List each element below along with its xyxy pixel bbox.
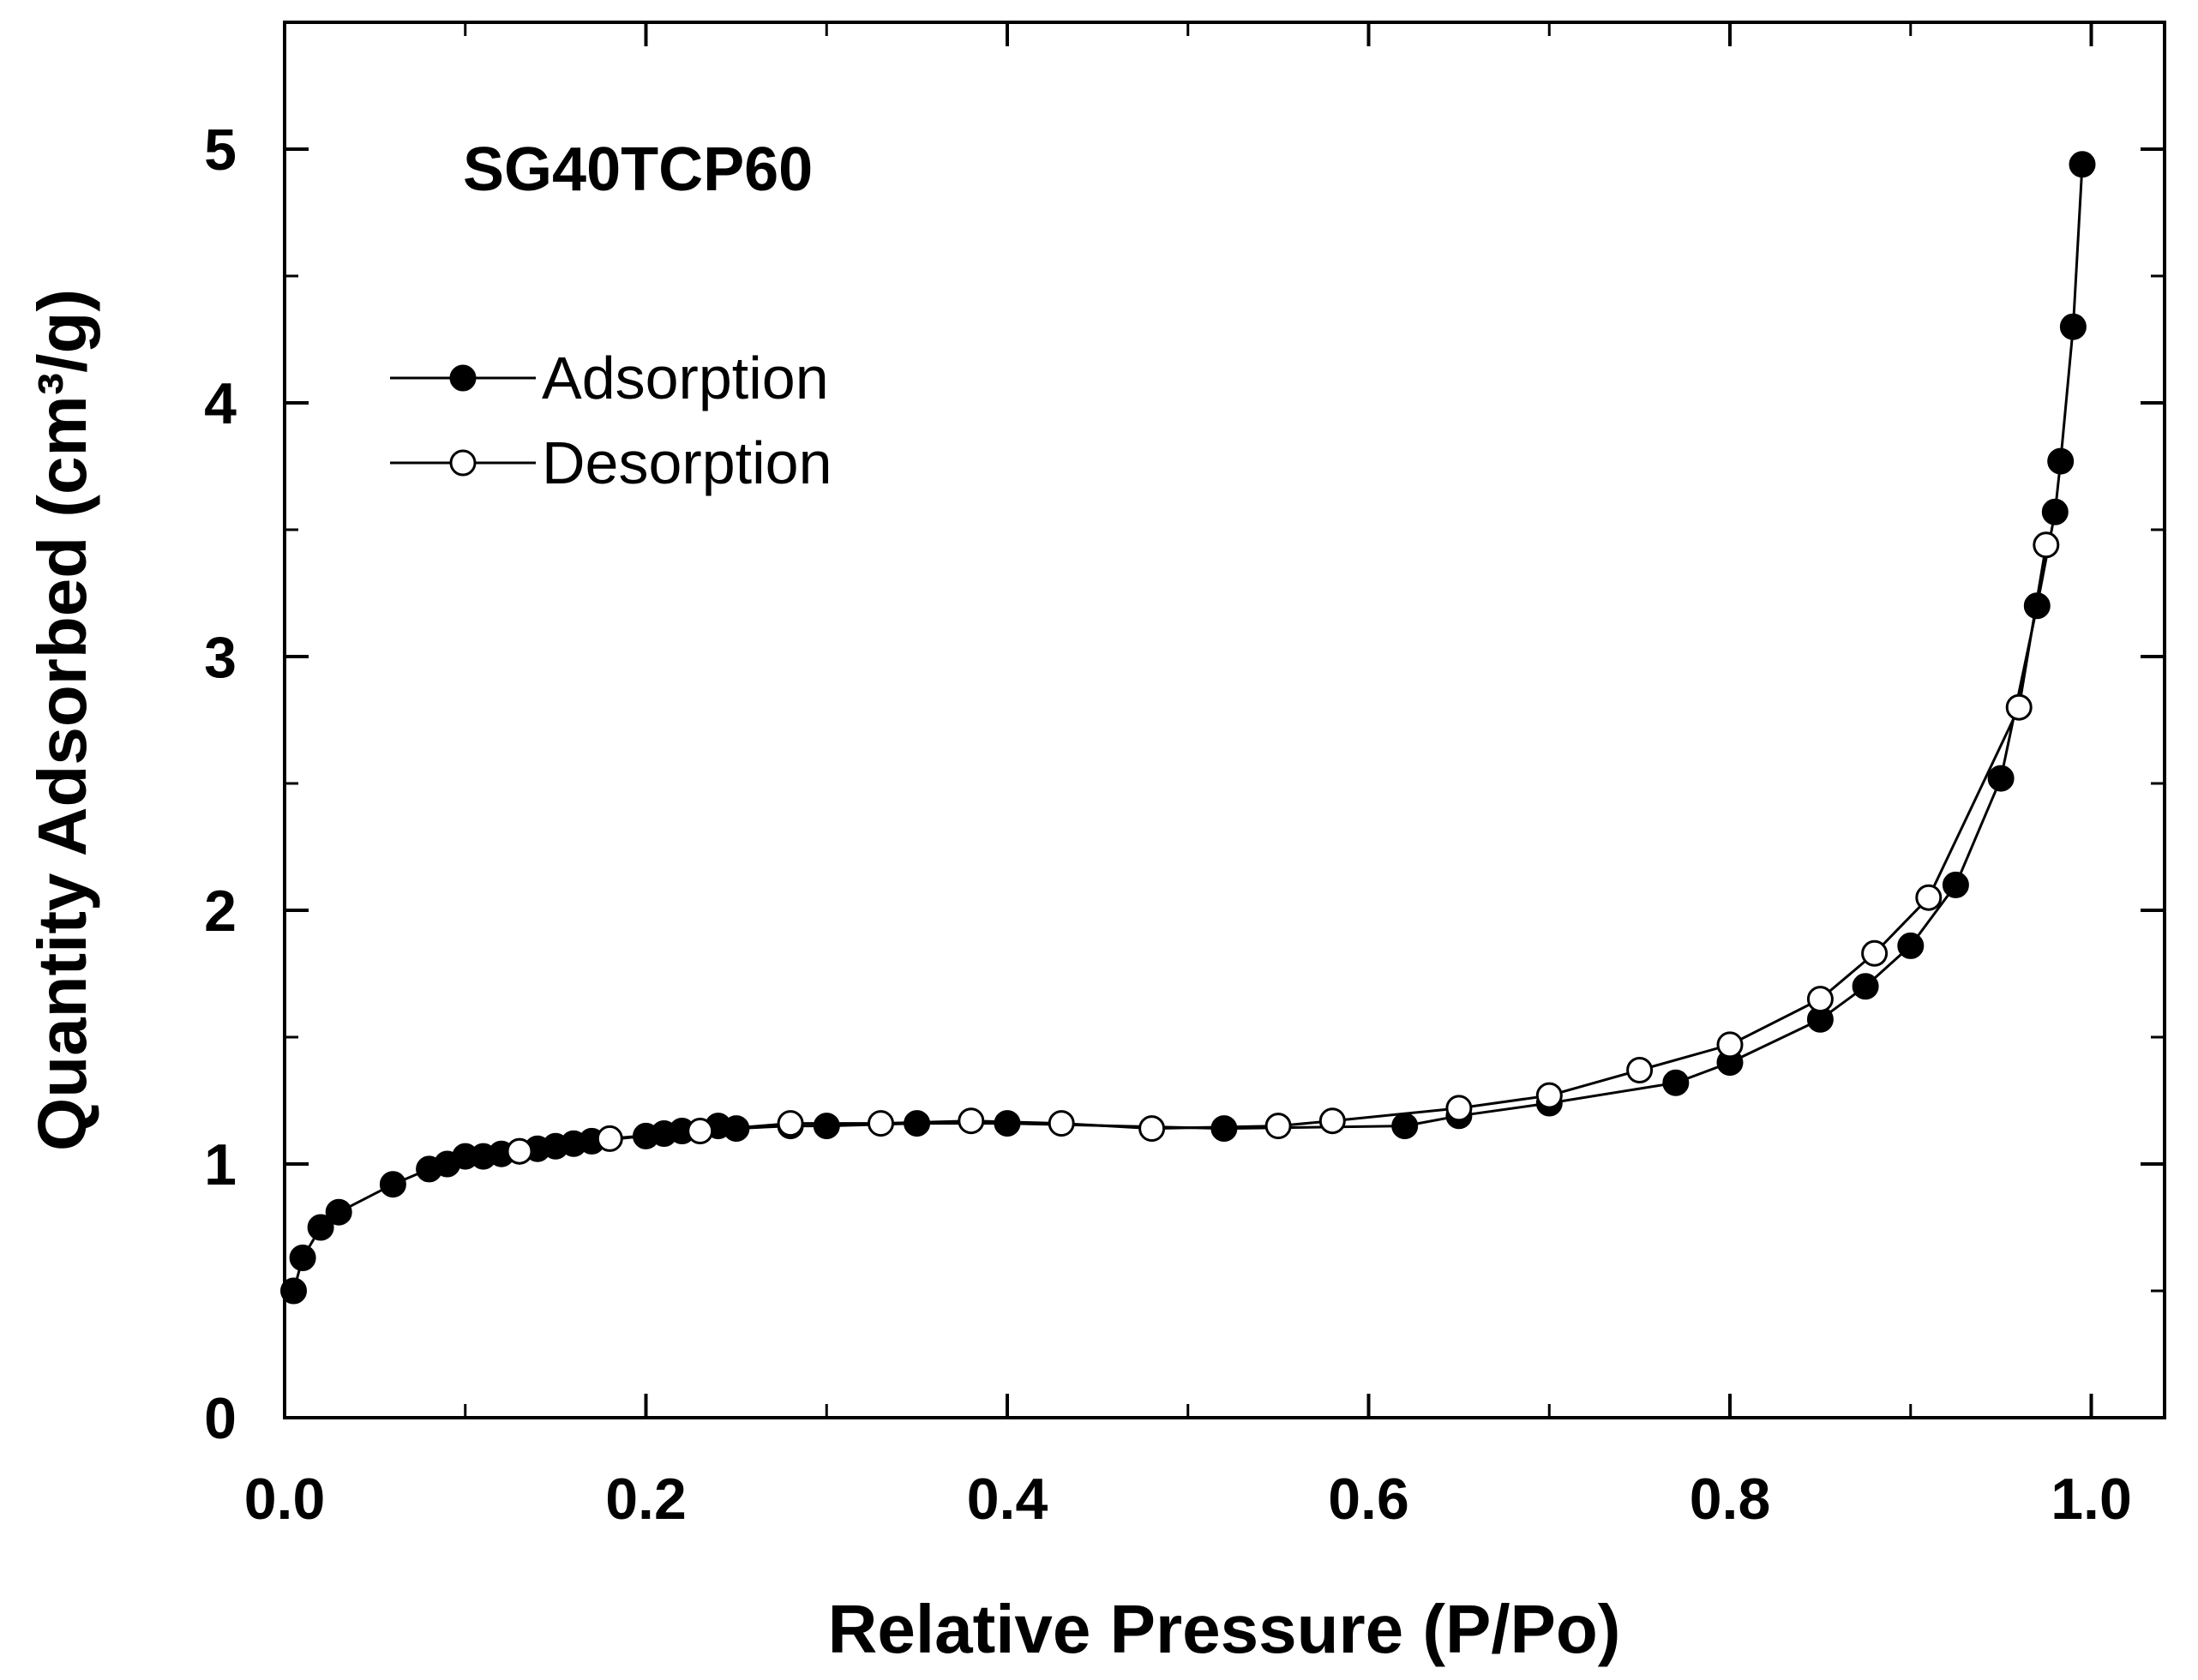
desorption-point [2005, 693, 2033, 721]
y-tick-label: 2 [204, 879, 237, 944]
adsorption-point [723, 1115, 750, 1143]
adsorption-point [2023, 592, 2051, 620]
desorption-point [1915, 884, 1943, 911]
adsorption-point [1210, 1115, 1238, 1143]
adsorption-point [1987, 765, 2015, 792]
y-tick-label: 3 [204, 625, 237, 690]
x-axis-title: Relative Pressure (P/Po) [828, 1591, 1621, 1667]
plot-frame [283, 21, 2166, 1419]
desorption-point [687, 1118, 714, 1144]
y-tick-label: 5 [204, 117, 237, 183]
desorption-point [1445, 1095, 1473, 1122]
desorption-point [1716, 1031, 1744, 1059]
adsorption-point [2047, 447, 2075, 475]
desorption-point [1806, 986, 1834, 1013]
legend: Adsorption Desorption [390, 345, 832, 496]
adsorption-point [2059, 313, 2087, 340]
desorption-line [519, 544, 2048, 1153]
series-layer [280, 151, 2096, 1305]
legend-adsorption-label: Adsorption [542, 345, 829, 411]
desorption-point [1535, 1082, 1563, 1109]
adsorption-point [280, 1277, 307, 1305]
adsorption-point [289, 1245, 316, 1271]
adsorption-point [379, 1171, 406, 1198]
x-tick-label: 0.6 [1328, 1467, 1409, 1532]
adsorption-point [2069, 151, 2096, 178]
desorption-point [868, 1110, 894, 1137]
desorption-point [1264, 1113, 1292, 1140]
desorption-point [777, 1110, 804, 1137]
x-tick-label: 0.4 [967, 1467, 1048, 1532]
adsorption-point [1897, 932, 1925, 959]
adsorption-point [813, 1113, 840, 1140]
adsorption-point [1391, 1113, 1419, 1140]
adsorption-point [1852, 973, 1879, 1000]
sample-label: SG40TCP60 [463, 135, 813, 204]
adsorption-point [307, 1214, 334, 1241]
y-tick-label: 1 [204, 1132, 237, 1197]
desorption-point [1318, 1107, 1346, 1135]
desorption-point [596, 1125, 623, 1152]
x-tick-label: 0.2 [605, 1467, 687, 1532]
adsorption-line [292, 164, 2084, 1292]
y-axis-ticks: 0 1 2 3 4 5 [204, 117, 2165, 1451]
y-tick-label: 4 [204, 371, 237, 436]
desorption-point [1626, 1057, 1654, 1083]
x-axis-ticks: 0.0 0.2 0.4 0.6 0.8 1.0 [244, 22, 2132, 1532]
desorption-point [1048, 1110, 1075, 1137]
x-tick-label: 0.0 [244, 1467, 326, 1532]
desorption-point [1861, 939, 1889, 967]
desorption-point [2033, 531, 2060, 559]
adsorption-point [994, 1110, 1021, 1137]
y-axis-title: Quantity Adsorbed (cm³/g) [24, 289, 100, 1151]
adsorption-point [904, 1110, 931, 1137]
desorption-point [506, 1137, 533, 1165]
x-tick-label: 1.0 [2051, 1467, 2132, 1532]
adsorption-point [1662, 1069, 1690, 1096]
adsorption-point [2041, 498, 2069, 525]
legend-adsorption-marker [449, 364, 477, 392]
adsorption-point [1942, 871, 1969, 898]
adsorption-point [325, 1198, 352, 1226]
desorption-point [1138, 1115, 1166, 1143]
y-tick-label: 0 [204, 1386, 237, 1451]
x-tick-label: 0.8 [1690, 1467, 1771, 1532]
desorption-point [958, 1107, 985, 1135]
legend-desorption-label: Desorption [542, 429, 832, 496]
legend-desorption-marker [449, 449, 477, 477]
